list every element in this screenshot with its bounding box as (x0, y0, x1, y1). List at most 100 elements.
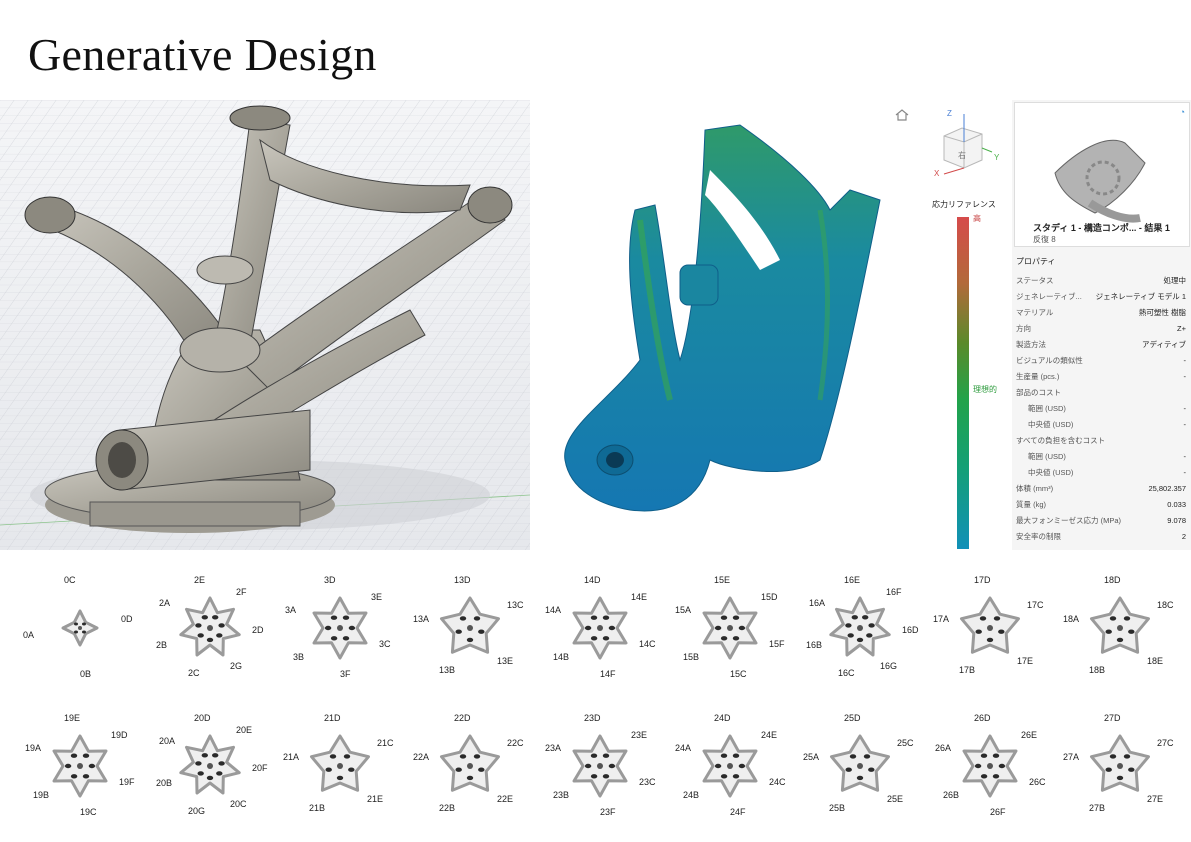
sample-center (857, 625, 863, 631)
result-thumbnail[interactable]: ◔ (1014, 102, 1190, 247)
sample-outcome-26[interactable]: 26D 26E 26C 26F 26B 26A (930, 708, 1050, 823)
sample-label: 13C (507, 600, 524, 610)
property-row: 中央値 (USD) - (1016, 464, 1186, 480)
sample-hole (993, 616, 1001, 621)
sample-label: 15E (714, 575, 731, 585)
property-label: すべての負担を含むコスト (1016, 435, 1106, 445)
sample-label: 13A (413, 614, 430, 624)
sample-outcomes-grid: 0C 0D 0B 0A 2E 2F 2D 2G 2C 2B 2A 3D 3E 3C 3F 3B 3A 13D 13C… (0, 570, 1191, 842)
sample-outcome-13[interactable]: 13D 13C 13E 13B 13A (410, 570, 530, 685)
sample-outcome-25[interactable]: 25D 25C 25E 25B 25A (800, 708, 920, 823)
property-value: - (1183, 355, 1187, 365)
sample-hole (1109, 616, 1117, 621)
sample-label: 22C (507, 738, 524, 748)
sample-outcome-20[interactable]: 20D 20E 20F 20C 20G 20B 20A (150, 708, 270, 823)
sample-outcome-0[interactable]: 0C 0D 0B 0A (20, 570, 140, 685)
sample-hole (732, 774, 740, 779)
sample-label: 13D (454, 575, 471, 585)
sample-shape (179, 596, 241, 657)
property-value: - (1183, 451, 1187, 461)
sample-hole (608, 625, 616, 631)
sample-outcome-22[interactable]: 22D 22C 22E 22B 22A (410, 708, 530, 823)
home-view-icon[interactable] (895, 108, 909, 126)
sample-label: 3F (340, 669, 351, 679)
sample-outcome-15[interactable]: 15E 15D 15F 15C 15B 15A (670, 570, 790, 685)
property-row: 方向 Z+ (1016, 320, 1186, 336)
sample-outcome-2[interactable]: 2E 2F 2D 2G 2C 2B 2A (150, 570, 270, 685)
stress-legend-title: 応力リファレンス (932, 200, 996, 209)
sample-label: 3D (324, 575, 336, 585)
sample-label: 21D (324, 713, 341, 723)
sample-label: 14C (639, 639, 656, 649)
sample-hole (82, 622, 86, 626)
sample-outcome-17[interactable]: 17D 17C 17E 17B 17A (930, 570, 1050, 685)
property-label: 範囲 (USD) (1028, 451, 1066, 461)
sample-outcome-21[interactable]: 21D 21C 21E 21B 21A (280, 708, 400, 823)
sample-hole (590, 636, 598, 641)
sample-label: 23C (639, 777, 656, 787)
sample-label: 16B (806, 640, 823, 650)
sample-label: 3A (285, 605, 297, 615)
sample-hole (218, 761, 225, 766)
sample-hole (720, 636, 728, 641)
sample-outcome-3[interactable]: 3D 3E 3C 3F 3B 3A (280, 570, 400, 685)
sample-outcome-19[interactable]: 19E 19D 19F 19C 19B 19A (20, 708, 140, 823)
sample-label: 14B (553, 652, 570, 662)
sample-outcome-24[interactable]: 24D 24E 24C 24F 24B 24A (670, 708, 790, 823)
sample-label: 17C (1027, 600, 1044, 610)
sample-label: 18A (1063, 614, 1080, 624)
sample-hole (590, 753, 598, 758)
sample-hole (590, 774, 598, 779)
sample-hole (602, 615, 610, 620)
property-row: 製造方法 アディティブ (1016, 336, 1186, 352)
sample-center (467, 763, 473, 769)
property-value: 処理中 (1163, 275, 1187, 285)
sample-label: 24F (730, 807, 746, 817)
sample-outcome-23[interactable]: 23D 23E 23C 23F 23B 23A (540, 708, 660, 823)
sample-label: 26D (974, 713, 991, 723)
property-value: 9.078 (1167, 515, 1186, 525)
sample-shape (52, 734, 108, 798)
stress-result-viewport[interactable] (530, 100, 1010, 550)
property-value: - (1183, 467, 1187, 477)
sample-hole (974, 763, 982, 769)
sample-label: 22D (454, 713, 471, 723)
sample-label: 13B (439, 665, 456, 675)
sample-outcome-14[interactable]: 14D 14E 14C 14F 14B 14A (540, 570, 660, 685)
sample-label: 23D (584, 713, 601, 723)
design-viewport[interactable] (0, 100, 530, 550)
sample-label: 2G (230, 661, 243, 671)
sample-center (207, 763, 213, 769)
sample-hole (975, 629, 982, 634)
viewcube-face-label: 右 (958, 150, 966, 160)
sample-hole (336, 775, 344, 781)
sample-hole (732, 753, 740, 758)
sample-hole (197, 771, 204, 776)
sample-label: 16F (886, 587, 902, 597)
sample-hole (714, 625, 722, 631)
sample-center (78, 626, 82, 630)
view-cube[interactable]: 右 Z X Y (932, 108, 1002, 183)
sample-label: 17D (974, 575, 991, 585)
sample-label: 13E (497, 656, 514, 666)
sample-label: 27D (1104, 713, 1121, 723)
sample-hole (1116, 775, 1124, 781)
sample-label: 3B (293, 652, 305, 662)
property-value: Z+ (1177, 323, 1186, 333)
sample-label: 14A (545, 605, 562, 615)
sample-center (337, 763, 343, 769)
sample-hole (584, 625, 592, 631)
sample-outcome-18[interactable]: 18D 18C 18E 18B 18A (1060, 570, 1180, 685)
sample-hole (847, 633, 854, 638)
sample-outcome-27[interactable]: 27D 27C 27E 27B 27A (1060, 708, 1180, 823)
sample-label: 27A (1063, 752, 1080, 762)
sample-outcome-16[interactable]: 16E 16F 16D 16G 16C 16B 16A (800, 570, 920, 685)
sample-hole (584, 763, 592, 769)
sample-shape (440, 734, 500, 792)
sample-label: 22E (497, 794, 514, 804)
property-label: 部品のコスト (1016, 387, 1061, 397)
sample-hole (863, 754, 871, 759)
sample-label: 17B (959, 665, 976, 675)
study-iteration: 反復 8 (1033, 235, 1056, 244)
property-label: 安全率の制限 (1016, 531, 1061, 541)
